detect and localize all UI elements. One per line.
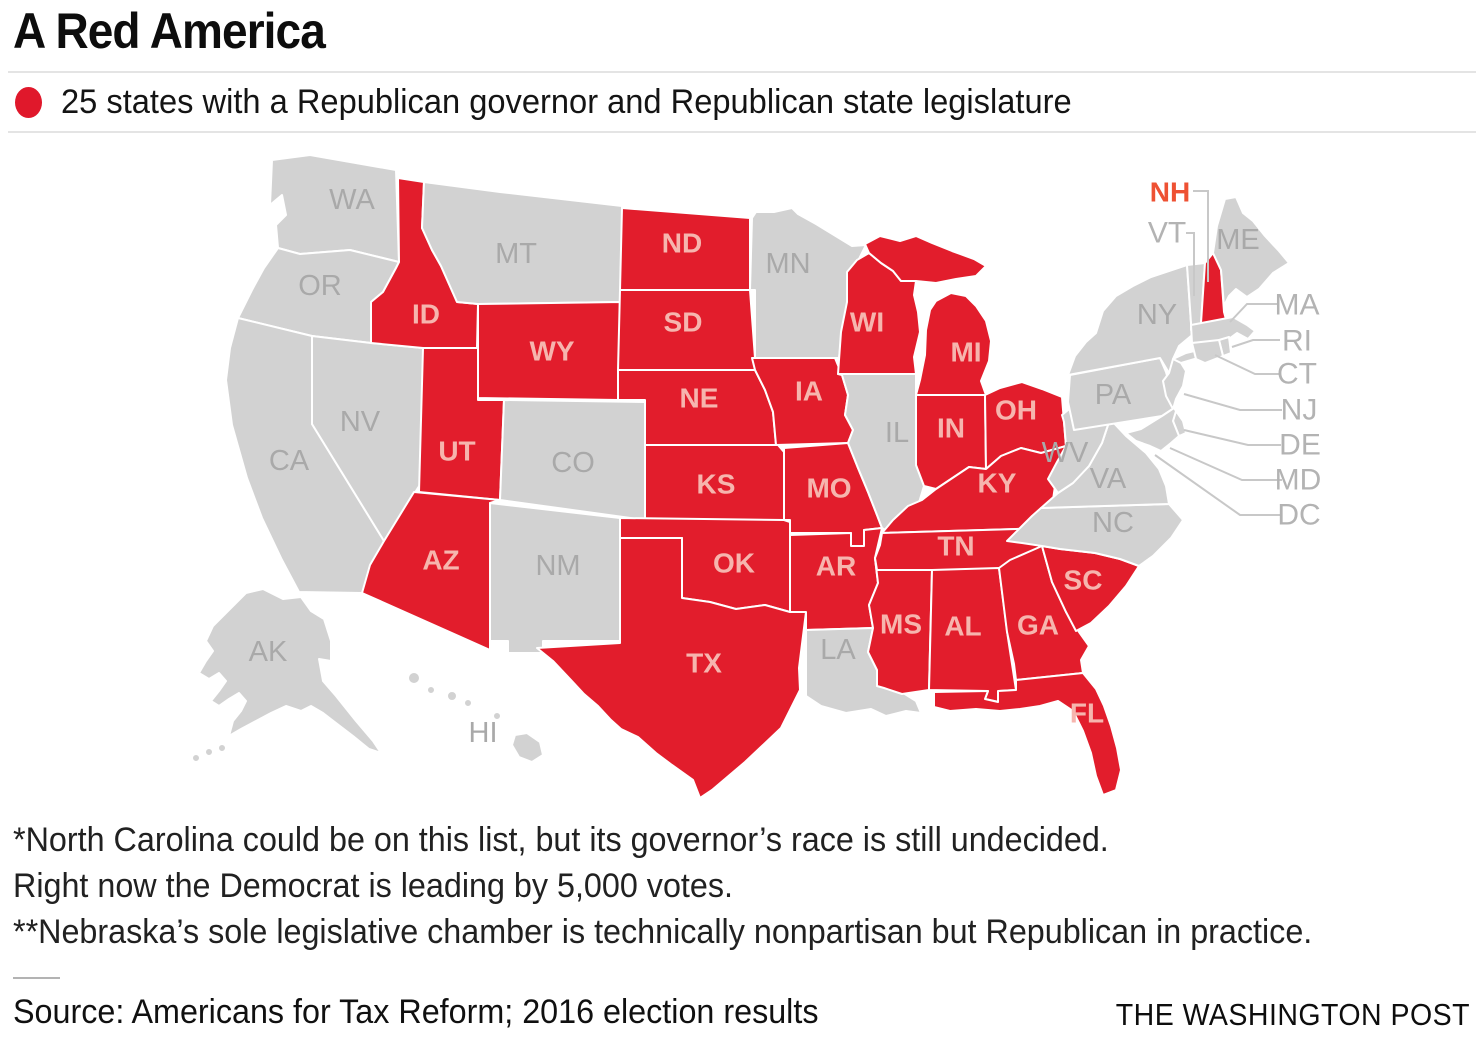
- leader-line-dc: [1154, 454, 1281, 516]
- state-label-wa: WA: [329, 184, 375, 216]
- state-label-ak: AK: [249, 636, 288, 668]
- state-label-fl: FL: [1070, 698, 1104, 729]
- state-label-va: VA: [1090, 463, 1127, 495]
- leader-line-nj: [1183, 393, 1282, 411]
- state-label-ne: NE: [680, 383, 719, 414]
- state-label-al: AL: [944, 611, 981, 642]
- state-label-ar: AR: [816, 551, 856, 582]
- footnote-line-1: *North Carolina could be on this list, b…: [13, 821, 1109, 859]
- state-nc: [1006, 503, 1184, 567]
- state-nj: [1162, 358, 1187, 410]
- footnotes: *North Carolina could be on this list, b…: [13, 817, 1312, 955]
- state-label-wy: WY: [529, 336, 574, 367]
- state-label-me: ME: [1216, 224, 1260, 256]
- state-label-ut: UT: [438, 436, 475, 467]
- state-label-mt: MT: [495, 238, 537, 270]
- state-label-co: CO: [551, 447, 595, 479]
- state-label-wi: WI: [850, 307, 884, 338]
- page-title: A Red America: [13, 3, 326, 59]
- state-label-tn: TN: [937, 531, 974, 562]
- state-label-hi: HI: [469, 717, 498, 749]
- state-label-de: DE: [1279, 429, 1321, 462]
- state-mi: [864, 235, 992, 396]
- legend-red-dot-icon: [15, 87, 42, 118]
- state-label-tx: TX: [686, 648, 722, 679]
- state-label-ri: RI: [1282, 325, 1312, 358]
- leader-line-md: [1169, 447, 1282, 481]
- state-label-vt: VT: [1148, 217, 1186, 250]
- state-label-mo: MO: [806, 473, 851, 504]
- state-label-wv: WV: [1042, 437, 1089, 469]
- state-label-ok: OK: [713, 548, 755, 579]
- state-label-md: MD: [1275, 464, 1322, 497]
- state-label-sc: SC: [1064, 565, 1103, 596]
- state-label-ms: MS: [880, 609, 922, 640]
- state-label-ky: KY: [978, 468, 1017, 499]
- state-label-sd: SD: [664, 307, 703, 338]
- state-label-ct: CT: [1277, 358, 1317, 391]
- state-label-oh: OH: [995, 395, 1037, 426]
- state-label-nm: NM: [535, 550, 580, 582]
- state-az: [361, 491, 501, 651]
- state-label-nv: NV: [340, 406, 381, 438]
- legend: 25 states with a Republican governor and…: [15, 83, 1114, 122]
- state-label-il: IL: [885, 417, 909, 449]
- state-label-mn: MN: [765, 248, 810, 280]
- state-label-in: IN: [937, 413, 965, 444]
- state-label-ks: KS: [697, 469, 736, 500]
- state-hi: [407, 671, 544, 763]
- leader-line-nh: [1193, 190, 1209, 282]
- leader-line-ri: [1231, 339, 1280, 348]
- state-label-az: AZ: [422, 545, 459, 576]
- state-label-pa: PA: [1095, 379, 1132, 411]
- leader-line-vt: [1186, 232, 1195, 296]
- state-label-mi: MI: [950, 337, 981, 368]
- us-states-map: WA OR CA NV ID MT WY UT CO AZ NM ND SD NE KS OK TX MN IA MO…: [191, 154, 1322, 799]
- state-ak: [191, 588, 382, 763]
- leader-line-de: [1183, 429, 1281, 446]
- state-me: [1212, 196, 1290, 307]
- state-label-nh: NH: [1150, 177, 1190, 208]
- state-label-la: LA: [820, 634, 856, 666]
- state-label-or: OR: [298, 270, 342, 302]
- footnote-line-3: **Nebraska’s sole legislative chamber is…: [13, 913, 1313, 951]
- state-ct: [1191, 339, 1224, 364]
- footnote-line-2: Right now the Democrat is leading by 5,0…: [13, 867, 733, 905]
- publisher-wordmark: THE WASHINGTON POST: [1115, 997, 1470, 1032]
- state-label-ga: GA: [1017, 610, 1059, 641]
- state-md: [1125, 407, 1180, 452]
- divider-bottom: [8, 131, 1476, 133]
- source-credit: Source: Americans for Tax Reform; 2016 e…: [13, 993, 819, 1031]
- state-mt: [421, 181, 623, 305]
- leader-line-ct: [1214, 354, 1280, 375]
- state-fl: [933, 672, 1122, 796]
- state-mn: [749, 207, 867, 359]
- divider-top: [8, 71, 1476, 73]
- state-label-ma: MA: [1275, 289, 1320, 322]
- state-label-dc: DC: [1277, 499, 1320, 532]
- leader-line-ma: [1229, 303, 1277, 323]
- state-label-ia: IA: [795, 376, 823, 407]
- state-label-ca: CA: [269, 445, 310, 477]
- state-label-id: ID: [412, 299, 440, 330]
- state-label-nc: NC: [1092, 507, 1134, 539]
- state-tx: [536, 537, 807, 799]
- state-label-nd: ND: [662, 228, 702, 259]
- source-divider: [13, 977, 60, 979]
- state-label-ny: NY: [1137, 299, 1177, 331]
- state-label-nj: NJ: [1281, 394, 1318, 427]
- legend-label: 25 states with a Republican governor and…: [61, 83, 1072, 121]
